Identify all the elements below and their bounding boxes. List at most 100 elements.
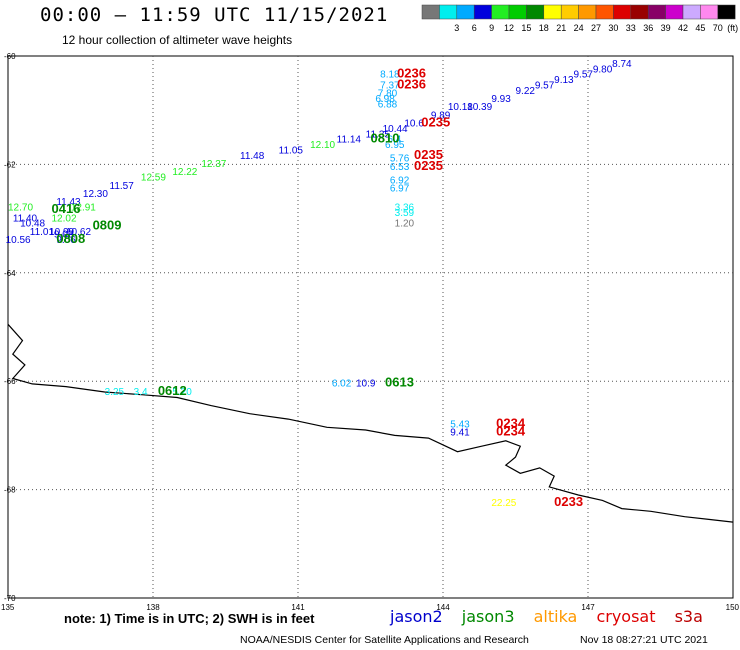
wave-height-label: 12.30 xyxy=(83,189,108,200)
wave-height-label: 6.4 xyxy=(387,135,401,146)
wave-height-label: 7.80 xyxy=(378,89,398,100)
wave-height-label: 12.37 xyxy=(201,159,226,170)
wave-height-label: 11.40 xyxy=(13,213,38,224)
scale-swatch xyxy=(508,4,527,20)
y-tick-label: -64 xyxy=(4,269,16,278)
scale-label: 42 xyxy=(678,23,688,33)
pass-time-label: 0235 xyxy=(414,158,443,173)
pass-time-label: 0416 xyxy=(52,201,81,216)
wave-height-label: 11.57 xyxy=(110,181,135,192)
wave-height-label: 10.44 xyxy=(383,124,408,135)
sat-altika: altika xyxy=(533,607,578,626)
scale-label: 45 xyxy=(695,23,705,33)
wave-height-label: 10.48 xyxy=(20,219,45,230)
wave-height-label: 10.9 xyxy=(356,379,376,390)
wave-height-label: 10.18 xyxy=(448,102,473,113)
scale-swatch xyxy=(682,4,701,20)
scale-unit: (ft) xyxy=(727,23,738,33)
scale-label: 27 xyxy=(591,23,601,33)
scale-swatch xyxy=(630,4,649,20)
wave-height-label: 11.35 xyxy=(366,129,391,140)
wave-height-label: 3.25 xyxy=(105,387,125,398)
wave-height-label: 6.95 xyxy=(385,140,405,151)
scale-swatch xyxy=(717,4,736,20)
scale-label: 6 xyxy=(472,23,477,33)
wave-height-label: 12.10 xyxy=(310,140,335,151)
y-tick-label: -62 xyxy=(4,160,16,169)
wave-height-label: 12.91 xyxy=(71,202,96,213)
scale-swatch xyxy=(439,4,458,20)
wave-height-label: 11.14 xyxy=(337,135,362,146)
wave-height-label: 6.97 xyxy=(390,184,410,195)
scale-label: 15 xyxy=(521,23,531,33)
wave-height-label: 11.48 xyxy=(240,151,265,162)
page-title: 00:00 – 11:59 UTC 11/15/2021 xyxy=(40,4,389,26)
pass-time-label: 0233 xyxy=(554,494,583,509)
wave-height-label: 5.20 xyxy=(172,387,192,398)
wave-height-label: 3.4 xyxy=(134,387,148,398)
sat-jason3: jason3 xyxy=(461,607,515,626)
pass-time-label: 0235 xyxy=(421,114,450,129)
y-tick-label: -60 xyxy=(4,52,16,61)
x-tick-label: 147 xyxy=(581,603,595,612)
x-tick-label: 138 xyxy=(146,603,160,612)
pass-time-label: 0236 xyxy=(397,77,426,92)
scale-swatch xyxy=(456,4,475,20)
wave-height-label: 9.57 xyxy=(535,81,555,92)
wave-height-label: 9.89 xyxy=(431,110,451,121)
wave-height-label: 9.57 xyxy=(574,70,594,81)
wave-height-label: 10.39 xyxy=(467,102,492,113)
pass-time-label: 0612 xyxy=(158,383,187,398)
sat-jason2: jason2 xyxy=(390,607,443,626)
color-scale-legend: 3 6 9 12 15 18 21 24 27 30 33 36 39 42 45 70 (ft) xyxy=(421,4,738,33)
scale-label: 3 xyxy=(454,23,459,33)
y-tick-label: -68 xyxy=(4,486,16,495)
scale-label: 33 xyxy=(626,23,636,33)
sat-cryosat: cryosat xyxy=(596,607,656,626)
wave-height-label: 10.99 xyxy=(49,227,74,238)
scale-swatch xyxy=(543,4,562,20)
pass-time-label: 0808 xyxy=(56,231,85,246)
scale-label: 36 xyxy=(643,23,653,33)
scale-label: 30 xyxy=(608,23,618,33)
wave-height-label: 6.92 xyxy=(390,175,410,186)
wave-height-points: 8.749.809.579.139.579.229.9310.3910.189.… xyxy=(6,59,632,509)
scale-swatch xyxy=(613,4,632,20)
wave-height-label: 10.62 xyxy=(66,227,91,238)
pass-time-label: 0234 xyxy=(496,415,526,430)
satellite-legend: jason2 jason3 altika cryosat s3a xyxy=(390,607,717,626)
scale-label: 70 xyxy=(713,23,723,33)
wave-height-label: 9.13 xyxy=(554,75,574,86)
scale-swatch xyxy=(700,4,719,20)
scale-label: 24 xyxy=(574,23,584,33)
wave-height-label: 10.6 xyxy=(404,118,424,129)
wave-height-label: 9.41 xyxy=(450,427,470,438)
wave-height-label: 3.36 xyxy=(395,202,415,213)
wave-height-label: 8.74 xyxy=(612,59,632,70)
page-subtitle: 12 hour collection of altimeter wave hei… xyxy=(62,33,293,47)
sat-s3a: s3a xyxy=(674,607,703,626)
pass-time-label: 0235 xyxy=(414,147,443,162)
scale-label: 9 xyxy=(489,23,494,33)
pass-time-labels: 0236023602350235023508100416080908080612… xyxy=(52,66,584,509)
scale-swatch xyxy=(647,4,666,20)
plot-frame xyxy=(7,55,734,599)
wave-height-label: 9.93 xyxy=(491,94,511,105)
x-tick-label: 135 xyxy=(1,603,15,612)
wave-height-label: 5.43 xyxy=(450,419,470,430)
wave-height-label: 11.01 xyxy=(30,227,55,238)
wave-height-label: 12.02 xyxy=(52,213,77,224)
scale-label: 18 xyxy=(539,23,549,33)
wave-height-label: 9.03 xyxy=(54,230,74,241)
x-tick-label: 141 xyxy=(291,603,305,612)
coastline xyxy=(7,323,734,523)
y-tick-label: -70 xyxy=(4,594,16,603)
generation-timestamp: Nov 18 08:27:21 UTC 2021 xyxy=(580,634,708,646)
scale-swatch xyxy=(421,4,440,20)
wave-height-label: 8.18 xyxy=(380,70,400,81)
wave-height-label: 7.37 xyxy=(380,81,400,92)
y-tick-label: -66 xyxy=(4,377,16,386)
scale-swatch xyxy=(560,4,579,20)
footnote: note: 1) Time is in UTC; 2) SWH is in fe… xyxy=(64,611,315,626)
